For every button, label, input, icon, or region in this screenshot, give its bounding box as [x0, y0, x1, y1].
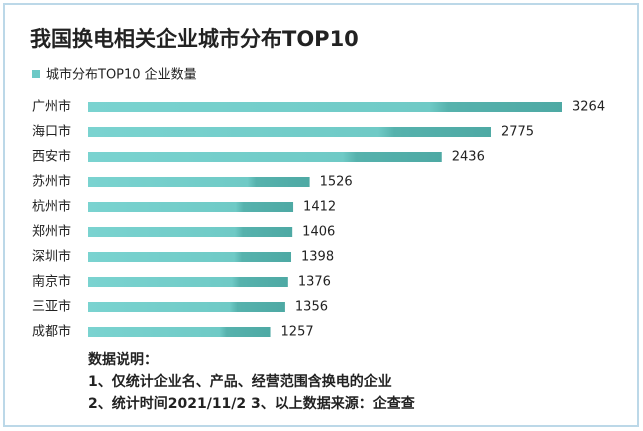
- bar: [88, 127, 491, 137]
- value-label: 1526: [320, 175, 353, 190]
- frame: [3, 3, 639, 427]
- value-label: 1412: [303, 200, 336, 215]
- y-tick-label: 南京市: [32, 274, 71, 290]
- bar: [88, 327, 271, 337]
- value-label: 2775: [501, 125, 534, 140]
- bar: [88, 277, 288, 287]
- y-tick-label: 深圳市: [32, 249, 71, 265]
- y-tick-label: 郑州市: [32, 224, 71, 240]
- value-label: 1376: [298, 275, 331, 290]
- y-tick-label: 三亚市: [32, 299, 71, 315]
- note: 数据说明：: [88, 351, 158, 368]
- value-label: 1406: [302, 225, 335, 240]
- y-tick-label: 杭州市: [32, 199, 71, 215]
- note: 2、统计时间2021/11/2 3、以上数据来源：企查查: [88, 395, 416, 412]
- bar: [88, 227, 293, 237]
- y-tick-label: 西安市: [32, 149, 71, 165]
- bar: [88, 302, 285, 312]
- bar: [88, 102, 562, 112]
- y-tick-label: 苏州市: [32, 174, 71, 190]
- value-label: 2436: [452, 150, 485, 165]
- legend-swatch: [32, 70, 40, 78]
- y-tick-label: 海口市: [32, 124, 71, 140]
- value-label: 1398: [301, 250, 334, 265]
- value-label: 3264: [572, 100, 605, 115]
- bar: [88, 252, 292, 262]
- value-label: 1356: [295, 300, 328, 315]
- y-tick-label: 成都市: [32, 324, 71, 340]
- y-tick-label: 广州市: [32, 99, 71, 115]
- legend-label: 城市分布TOP10 企业数量: [46, 67, 197, 83]
- bar: [88, 152, 442, 162]
- bar: [88, 202, 294, 212]
- note: 1、仅统计企业名、产品、经营范围含换电的企业: [88, 373, 392, 390]
- value-label: 1257: [281, 325, 314, 340]
- chart-title: 我国换电相关企业城市分布TOP10: [30, 27, 359, 51]
- bar: [88, 177, 310, 187]
